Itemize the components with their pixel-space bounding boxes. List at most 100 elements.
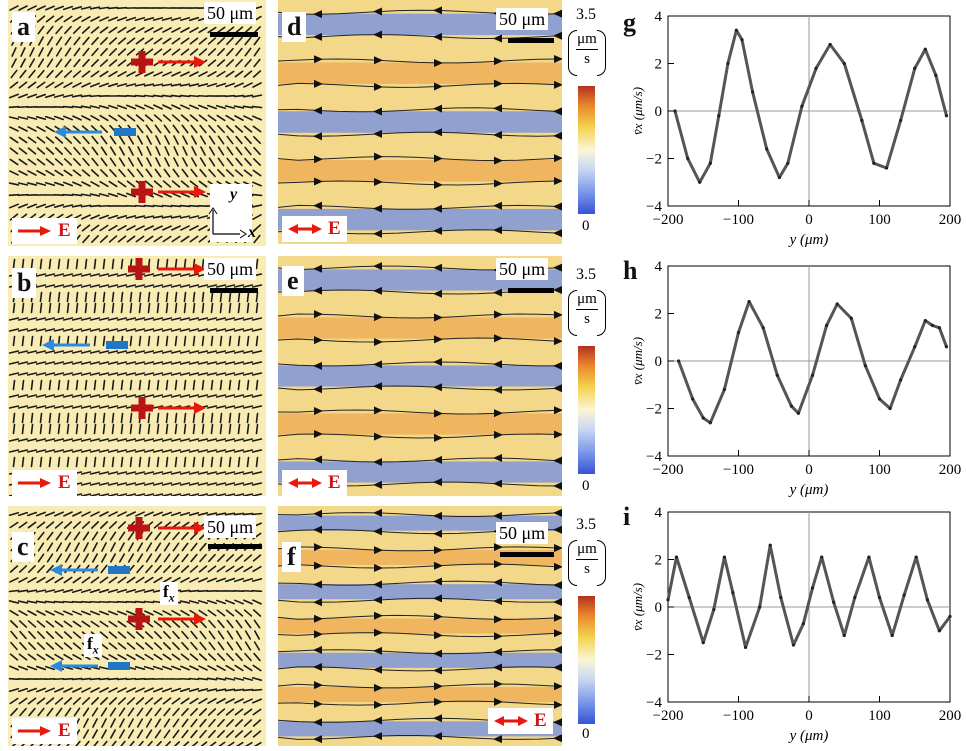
stream-arrow-icon: [554, 406, 562, 414]
field-indicator: E: [282, 470, 347, 496]
data-point: [829, 43, 832, 46]
data-point: [820, 556, 823, 559]
y-tick-label: 0: [655, 600, 663, 616]
data-point: [934, 74, 937, 77]
stream-arrow-icon: [553, 132, 562, 140]
x-tick-label: 0: [805, 212, 813, 228]
data-point: [938, 629, 941, 632]
data-point: [666, 598, 669, 601]
data-point: [825, 324, 828, 327]
stream-arrow-icon: [434, 434, 443, 442]
scale-bar: [208, 544, 262, 549]
stream-arrow-icon: [433, 290, 442, 298]
y-tick-label: 0: [655, 104, 663, 120]
y-tick-label: 2: [655, 307, 663, 323]
data-point: [836, 302, 839, 305]
colorbar-min: 0: [582, 726, 590, 743]
stream-arrow-icon: [493, 104, 502, 112]
panel-b: b 50 μm E: [8, 256, 266, 496]
data-point: [735, 29, 738, 32]
panel-a: x y a 50 μm E: [8, 0, 266, 246]
blue-arrow-icon: [42, 339, 90, 351]
stream-arrow-icon: [313, 132, 322, 140]
x-tick-label: 100: [868, 212, 891, 228]
data-point: [926, 598, 929, 601]
red-arrow-icon: [158, 522, 206, 534]
defect-overlay-c: [8, 506, 266, 746]
data-point: [948, 615, 951, 618]
stream-arrow-icon: [553, 229, 562, 237]
velocity-band: [278, 111, 562, 132]
x-tick-label: 0: [805, 462, 813, 478]
stream-arrow-icon: [374, 338, 383, 346]
data-point: [723, 388, 726, 391]
stream-arrow-icon: [433, 714, 442, 722]
data-point: [758, 605, 761, 608]
y-tick-label: 2: [655, 57, 663, 73]
scale-bar-label: 50 μm: [204, 516, 256, 538]
data-point: [802, 622, 805, 625]
data-point: [878, 596, 881, 599]
data-point: [811, 374, 814, 377]
unit-denominator: s: [568, 560, 606, 579]
plus-defect-icon: [128, 258, 150, 280]
force-label: fx: [160, 582, 178, 605]
colorbar-max: 3.5: [576, 516, 596, 534]
plus-defect-icon: [131, 181, 153, 203]
flow-field-d: [278, 0, 562, 244]
y-tick-label: −2: [646, 648, 662, 664]
stream-arrow-icon: [314, 55, 323, 63]
y-axis-label: v̄x (μm/s): [630, 87, 645, 135]
x-tick-label: −100: [723, 212, 754, 228]
panel-c: fx fx c 50 μm E: [8, 506, 266, 746]
force-label: fx: [84, 634, 102, 657]
data-point: [903, 594, 906, 597]
data-point: [723, 556, 726, 559]
velocity-band: [278, 317, 562, 338]
colorbar: [578, 346, 595, 474]
panel-label: f: [282, 542, 301, 572]
data-point: [737, 331, 740, 334]
data-point: [811, 586, 814, 589]
data-point: [853, 596, 856, 599]
scale-bar: [500, 552, 554, 557]
scale-bar: [508, 38, 554, 43]
field-indicator: E: [282, 216, 347, 242]
plus-defect-icon: [131, 51, 153, 73]
panel-label: h: [618, 256, 642, 286]
data-point: [726, 62, 729, 65]
data-point: [765, 147, 768, 150]
data-point: [740, 38, 743, 41]
scale-bar-label: 50 μm: [496, 522, 548, 544]
data-point: [675, 556, 678, 559]
stream-arrow-icon: [374, 83, 383, 91]
stream-arrow-icon: [313, 598, 322, 606]
data-point: [888, 407, 891, 410]
stream-arrow-icon: [374, 153, 383, 161]
data-point: [864, 364, 867, 367]
y-tick-label: 0: [655, 354, 663, 370]
data-point: [688, 596, 691, 599]
red-arrow-icon: [158, 402, 206, 414]
data-point: [872, 162, 875, 165]
data-point: [885, 166, 888, 169]
data-point: [899, 119, 902, 122]
stream-arrow-icon: [374, 406, 383, 414]
panel-label: b: [12, 268, 36, 298]
data-point: [792, 643, 795, 646]
colorbar-min: 0: [582, 218, 590, 235]
panel-label: d: [282, 12, 306, 42]
stream-arrow-icon: [374, 564, 383, 572]
y-tick-label: −2: [646, 402, 662, 418]
panel-d: d 50 μm E: [278, 0, 562, 244]
y-axis-label: v̄x (μm/s): [630, 337, 645, 385]
stream-arrow-icon: [493, 386, 502, 394]
blue-arrow-icon: [50, 660, 98, 672]
stream-arrow-icon: [433, 358, 442, 366]
minus-defect-icon: [114, 128, 136, 136]
